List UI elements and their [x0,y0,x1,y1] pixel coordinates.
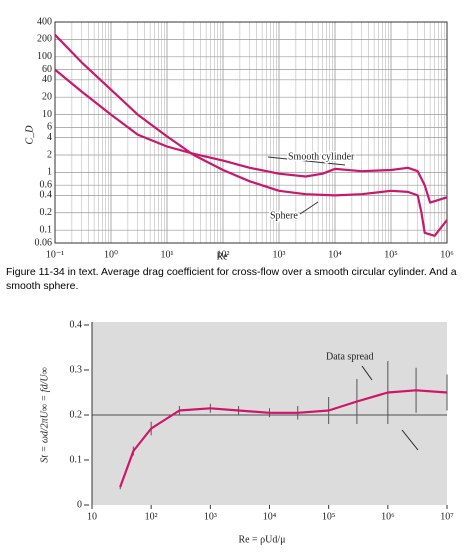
x-tick-label: 10⁶ [440,249,454,260]
x-tick-label: 10² [145,511,158,522]
y-axis-label: C_D [24,125,35,145]
y-axis-label: St = ωd/2πU∞ = fd/U∞ [39,367,50,462]
y-tick-label: 0 [77,499,82,510]
y-tick-label: 40 [42,74,52,85]
plot-frame [54,21,448,244]
y-tick-label: 0.6 [40,180,53,191]
arrow [401,429,419,451]
y-tick-label: 20 [42,91,52,102]
y-tick-label: 1 [47,167,52,178]
x-tick-label: 10⁶ [381,511,395,522]
data-line [54,34,448,237]
leader-line [267,156,346,166]
y-tick-label: 4 [47,132,52,143]
x-axis-label: Re = ρUd/μ [238,534,285,545]
x-axis-label: Re [216,251,228,262]
y-tick-label: 0.3 [70,364,83,375]
x-tick-label: 10⁵ [322,511,336,522]
data-line [119,389,448,488]
x-tick-label: 10⁻¹ [46,249,64,260]
y-tick-label: 6 [47,122,52,133]
arrow [361,365,373,381]
x-tick-label: 10⁴ [328,249,342,260]
chart: 0 0.1 0.2 0.3 0.4 10 10² 10³ 10⁴ 10⁵ 10⁶ 10⁷ Re = ρU… [39,319,454,545]
x-tick-label: 10³ [273,249,286,260]
y-tick-label: 100 [37,51,52,62]
y-tick-label: 400 [37,16,52,27]
y-tick-label: 0.06 [35,237,53,248]
x-tick-label: 10³ [204,511,217,522]
x-tick-label: 10¹ [161,249,174,260]
x-tick-label: 10⁵ [384,249,398,260]
y-tick-label: 0.1 [40,224,53,235]
y-tick-label: 2 [47,149,52,160]
leader-line [299,201,319,215]
y-tick-label: 10 [42,109,52,120]
x-tick-label: 10² [217,249,230,260]
y-tick-label: 0.2 [70,409,83,420]
y-tick-label: 0.2 [40,207,53,218]
y-tick-label: 60 [42,64,52,75]
x-tick-label: 10⁴ [263,511,277,522]
caption: Figure 11-34 in text. Average drag coeff… [6,266,457,292]
annotation: Sphere [270,210,298,221]
y-tick-label: 0.1 [70,454,83,465]
y-tick-label: 0.4 [70,319,83,330]
y-tick-label: 0.4 [40,190,53,201]
data-line [54,68,448,204]
y-tick-label: 200 [37,34,52,45]
annotation: Data spread [326,351,373,362]
x-tick-label: 10 [87,511,97,522]
x-tick-label: 10⁷ [440,511,454,522]
annotation: Smooth cylinder [288,151,355,162]
x-tick-label: 10⁰ [104,249,118,260]
